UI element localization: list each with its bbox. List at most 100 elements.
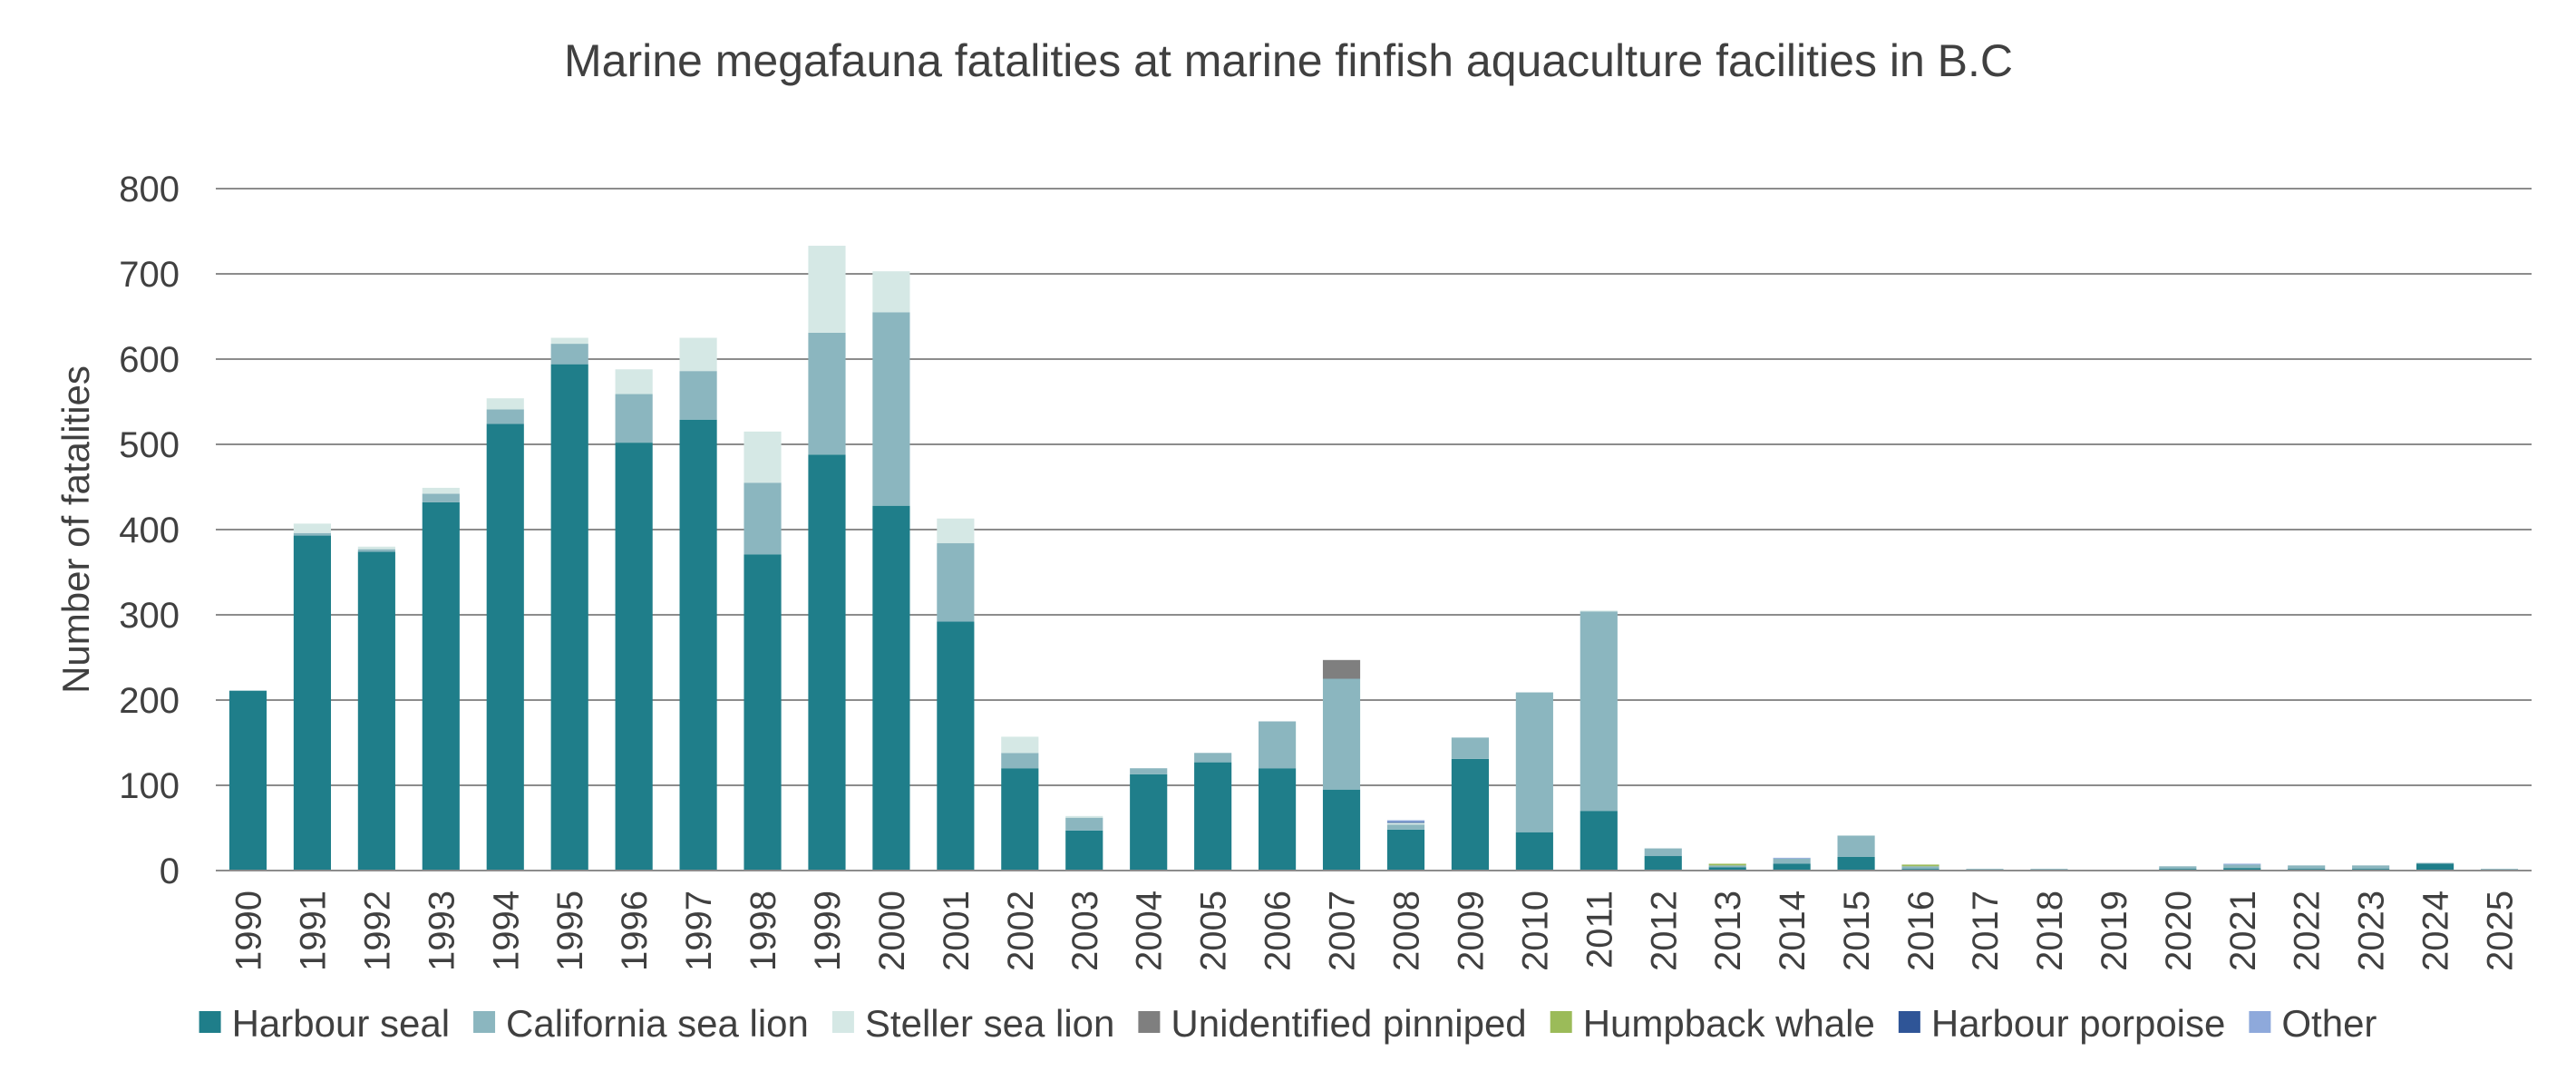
- x-tick-label: 1993: [422, 890, 462, 971]
- bar-segment: [808, 332, 846, 455]
- bar-segment: [357, 546, 395, 550]
- x-tick-label: 2015: [1837, 890, 1877, 971]
- bar-segment: [293, 535, 331, 871]
- bar-segment: [1708, 863, 1746, 866]
- legend-swatch: [199, 1011, 221, 1033]
- bar-segment: [2223, 863, 2261, 865]
- x-tick-label: 2005: [1194, 890, 1234, 971]
- chart-title: Marine megafauna fatalities at marine fi…: [564, 35, 2013, 86]
- x-tick-label: 2000: [872, 890, 912, 971]
- bar-segment: [1644, 856, 1682, 871]
- bar-segment: [1901, 866, 1939, 870]
- bar-segment: [1451, 758, 1489, 871]
- y-tick-label: 0: [160, 852, 180, 891]
- legend-label: California sea lion: [506, 1002, 809, 1045]
- bar-segment: [1580, 610, 1618, 612]
- legend-swatch: [1138, 1011, 1161, 1033]
- bar-segment: [615, 394, 653, 443]
- legend-swatch: [2249, 1011, 2271, 1033]
- y-tick-label: 600: [119, 340, 180, 380]
- legend-item: Steller sea lion: [831, 1002, 1114, 1045]
- x-tick-label: 2020: [2159, 890, 2199, 971]
- x-tick-label: 2024: [2416, 890, 2456, 971]
- x-tick-label: 2001: [937, 890, 977, 971]
- y-axis-label: Number of fatalities: [54, 365, 97, 694]
- bar-segment: [1708, 867, 1746, 871]
- y-tick-label: 100: [119, 766, 180, 806]
- bar-segment: [357, 551, 395, 871]
- bar-segment: [486, 409, 524, 424]
- x-tick-label: 1994: [486, 890, 526, 971]
- bar-segment: [1580, 811, 1618, 871]
- x-tick-label: 2017: [1966, 890, 2006, 971]
- x-tick-label: 1998: [744, 890, 783, 971]
- bar-segment: [2288, 865, 2326, 870]
- bar-segment: [615, 369, 653, 394]
- x-tick-label: 2008: [1386, 890, 1426, 971]
- x-tick-label: 1990: [228, 890, 268, 971]
- legend-swatch: [473, 1011, 496, 1033]
- legend-label: Harbour porpoise: [1931, 1002, 2226, 1045]
- bar-segment: [1773, 857, 1811, 859]
- x-tick-label: 2006: [1259, 890, 1298, 971]
- bar-segment: [1322, 659, 1361, 679]
- x-tick-labels: 1990 1991 1992 1993 1994 1995 1996 1997 1998 1999…: [228, 890, 2520, 971]
- bar-segment: [2480, 869, 2519, 871]
- x-tick-label: 2009: [1451, 890, 1491, 971]
- x-tick-label: 2016: [1901, 890, 1941, 971]
- bar-segment: [744, 554, 782, 871]
- bar-segment: [1386, 824, 1425, 830]
- bar-segment: [1001, 768, 1039, 871]
- bar-segment: [615, 443, 653, 871]
- bar-segment: [1001, 736, 1039, 754]
- bar-segment: [808, 245, 846, 333]
- bar-segment: [486, 423, 524, 871]
- legend-label: Harbour seal: [232, 1002, 450, 1045]
- x-tick-label: 1999: [808, 890, 848, 971]
- bar-segment: [1322, 678, 1361, 790]
- x-tick-label: 2014: [1773, 890, 1813, 971]
- y-tick-labels: 0 100 200 300 400 500 600 700 800: [119, 170, 180, 891]
- bar-segment: [872, 312, 910, 506]
- bar-segment: [1322, 789, 1361, 871]
- legend-swatch: [1898, 1011, 1920, 1033]
- x-tick-label: 2010: [1515, 890, 1555, 971]
- bar-segment: [1259, 768, 1297, 871]
- x-tick-label: 1996: [615, 890, 655, 971]
- bar-segment: [808, 454, 846, 871]
- x-tick-label: 2022: [2288, 890, 2328, 971]
- legend-label: Unidentified pinniped: [1171, 1002, 1526, 1045]
- bar-segment: [1001, 753, 1039, 769]
- bar-segment: [1515, 692, 1553, 832]
- x-tick-label: 2018: [2030, 890, 2070, 971]
- bar-segment: [1130, 768, 1168, 774]
- legend-swatch: [831, 1011, 854, 1033]
- y-tick-label: 500: [119, 425, 180, 465]
- bar-segment: [1065, 830, 1103, 871]
- bar-segment: [872, 505, 910, 871]
- bar-segment: [1194, 762, 1232, 871]
- y-tick-label: 800: [119, 170, 180, 209]
- bar-segment: [1708, 865, 1746, 868]
- bar-segment: [1515, 832, 1553, 871]
- bar-segment: [2223, 864, 2261, 869]
- bar-segment: [1837, 835, 1875, 857]
- legend-label: Steller sea lion: [865, 1002, 1114, 1045]
- bar-segment: [1837, 856, 1875, 871]
- x-tick-label: 2011: [1580, 890, 1619, 968]
- bar-segment: [1773, 863, 1811, 871]
- y-tick-label: 700: [119, 255, 180, 295]
- x-tick-label: 2025: [2481, 890, 2521, 971]
- legend-item: Harbour seal: [199, 1002, 450, 1045]
- bar-segment: [550, 364, 588, 871]
- bar-segment: [2352, 865, 2390, 870]
- bar-segment: [550, 344, 588, 365]
- bar-segment: [550, 337, 588, 345]
- x-tick-label: 2003: [1065, 890, 1105, 971]
- x-tick-label: 2013: [1708, 890, 1748, 971]
- bar-segment: [1259, 721, 1297, 769]
- bar-segment: [872, 271, 910, 313]
- legend-item: Harbour porpoise: [1898, 1002, 2226, 1045]
- y-tick-label: 400: [119, 511, 180, 550]
- legend-label: Other: [2281, 1002, 2377, 1045]
